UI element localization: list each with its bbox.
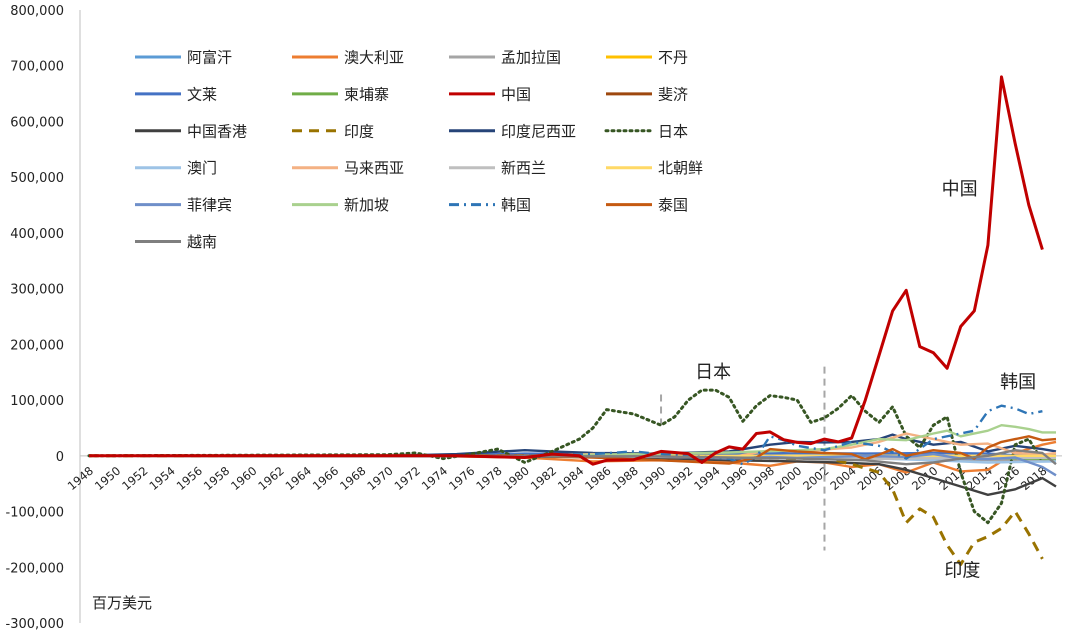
x-tick-label: 1986 (582, 464, 613, 494)
x-tick-label: 1994 (691, 464, 722, 494)
y-tick-label: 800,000 (10, 4, 64, 19)
legend-label: 阿富汗 (187, 49, 232, 67)
x-tick-label: 1954 (146, 464, 177, 494)
y-tick-label: -300,000 (6, 617, 64, 632)
series-line (89, 433, 1057, 457)
x-tick-label: 1998 (746, 464, 777, 494)
x-tick-label: 1966 (310, 464, 341, 494)
x-tick-label: 1980 (501, 464, 532, 494)
x-tick-label: 2002 (800, 464, 831, 494)
legend-label: 新加坡 (344, 196, 389, 214)
legend-label: 澳大利亚 (344, 49, 404, 67)
x-tick-label: 1982 (528, 464, 559, 494)
x-tick-label: 1988 (609, 464, 640, 494)
x-tick-label: 1976 (446, 464, 477, 494)
legend-label: 韩国 (501, 196, 531, 214)
y-tick-label: 300,000 (10, 283, 64, 298)
x-tick-label: 1964 (283, 464, 314, 494)
legend-label: 澳门 (187, 159, 217, 177)
legend-label: 印度 (344, 122, 374, 140)
y-tick-label: 100,000 (10, 394, 64, 409)
plot-frame (79, 10, 1062, 623)
legend-label: 中国香港 (187, 122, 247, 140)
x-tick-label: 1950 (92, 464, 123, 494)
reference-lines (660, 366, 826, 551)
annotation-label: 日本 (695, 362, 731, 383)
legend-label: 马来西亚 (344, 159, 404, 177)
y-tick-label: -200,000 (6, 561, 64, 576)
legend-label: 文莱 (187, 85, 217, 103)
x-tick-label: 1974 (419, 464, 450, 494)
legend-label: 中国 (501, 85, 531, 103)
x-tick-label: 2004 (827, 464, 858, 494)
series-line (89, 454, 1044, 566)
x-tick-label: 1956 (174, 464, 205, 494)
x-tick-label: 1996 (718, 464, 749, 494)
y-tick-label: 500,000 (10, 171, 64, 186)
x-tick-label: 1962 (255, 464, 286, 494)
x-tick-label: 1978 (473, 464, 504, 494)
x-tick-label: 1960 (228, 464, 259, 494)
y-tick-label: 400,000 (10, 227, 64, 242)
annotation-label: 中国 (942, 179, 978, 200)
y-tick-label: 0 (56, 450, 64, 465)
y-tick-label: -100,000 (6, 506, 64, 521)
series-line (89, 404, 1043, 466)
x-tick-label: 1968 (337, 464, 368, 494)
y-tick-label: 600,000 (10, 115, 64, 130)
y-tick-label: 200,000 (10, 338, 64, 353)
x-tick-label: 2000 (773, 464, 804, 494)
legend-label: 菲律宾 (187, 196, 232, 214)
legend-label: 印度尼西亚 (501, 122, 576, 140)
series-line (89, 435, 1057, 465)
unit-label: 百万美元 (92, 594, 152, 612)
x-tick-label: 1958 (201, 464, 232, 494)
y-axis-ticks: 800,000 700,000 600,000 500,000 400,000 300,0… (6, 4, 64, 632)
x-tick-label: 1952 (119, 464, 150, 494)
series-line (88, 449, 1057, 466)
series-line (89, 75, 1044, 466)
series-line (87, 388, 1044, 525)
legend-label: 柬埔寨 (344, 85, 389, 103)
x-tick-label: 1990 (637, 464, 668, 494)
legend-label: 越南 (187, 233, 217, 251)
legend-label: 日本 (658, 122, 688, 140)
x-tick-label: 1984 (555, 464, 586, 494)
legend-label: 孟加拉国 (501, 49, 561, 67)
series-lines (87, 75, 1057, 566)
annotation-label: 韩国 (1000, 372, 1036, 393)
legend-label: 新西兰 (501, 159, 546, 177)
legend-label: 不丹 (658, 49, 688, 67)
series-line (88, 454, 1057, 496)
legend-label: 北朝鲜 (658, 159, 703, 177)
legend-label: 泰国 (658, 196, 688, 214)
x-tick-label: 1992 (664, 464, 695, 494)
annotation-label: 印度 (944, 561, 980, 582)
legend-label: 斐济 (658, 85, 688, 103)
x-tick-label: 1972 (392, 464, 423, 494)
y-tick-label: 700,000 (10, 60, 64, 75)
x-tick-label: 1970 (364, 464, 395, 494)
